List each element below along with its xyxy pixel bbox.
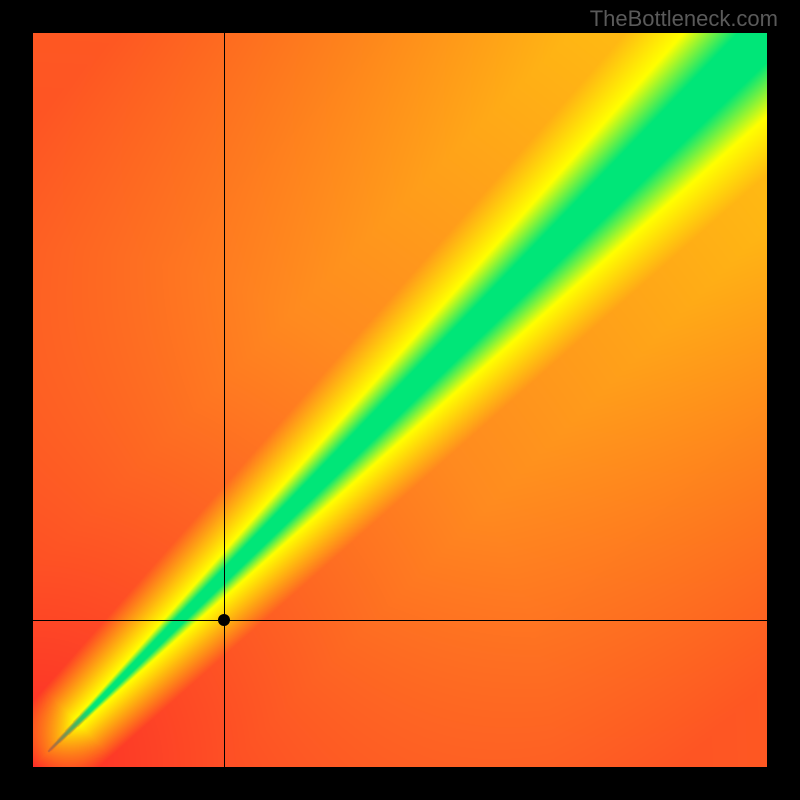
attribution-text: TheBottleneck.com	[590, 6, 778, 32]
chart-container: TheBottleneck.com	[0, 0, 800, 800]
heatmap-canvas	[33, 33, 767, 767]
data-point-marker	[218, 614, 230, 626]
crosshair-vertical	[224, 33, 225, 767]
heatmap-plot	[33, 33, 767, 767]
crosshair-horizontal	[33, 620, 767, 621]
